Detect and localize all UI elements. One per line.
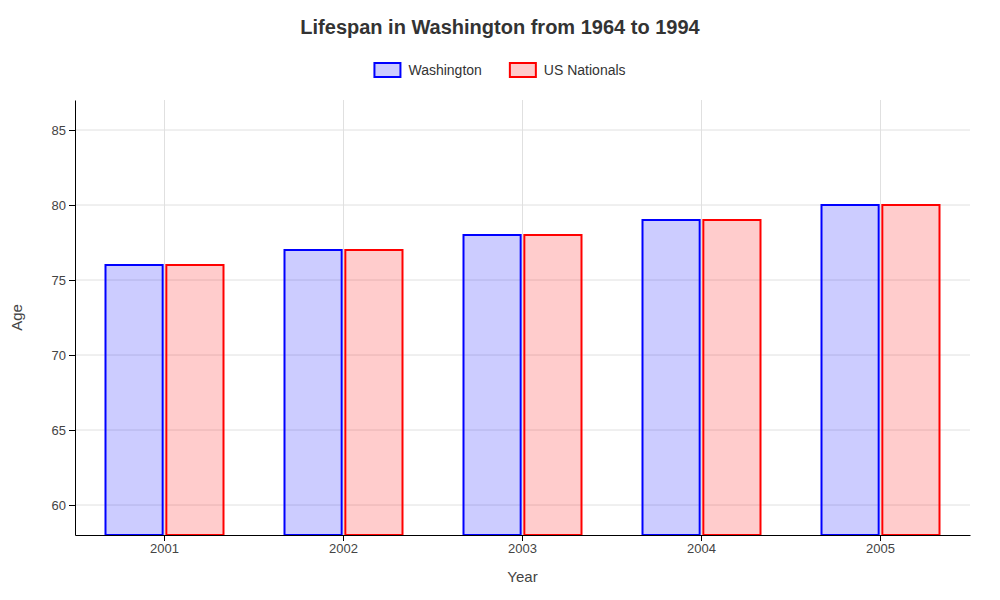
bar bbox=[284, 250, 341, 535]
bar-series bbox=[105, 205, 878, 535]
y-tick: 60 bbox=[52, 498, 75, 513]
x-tick-mark bbox=[880, 535, 881, 541]
x-axis: 2001 2002 2003 2004 2005 bbox=[76, 535, 971, 556]
y-tick-mark bbox=[69, 205, 75, 206]
x-tick-label: 2001 bbox=[150, 541, 179, 556]
y-tick-mark bbox=[69, 430, 75, 431]
x-tick-mark bbox=[164, 535, 165, 541]
chart-container: 2001 2002 2003 2004 2005 60 65 70 75 80 85 Year Age L… bbox=[0, 0, 1000, 600]
grid-line-x bbox=[701, 100, 702, 535]
grid-line-x bbox=[164, 100, 165, 535]
y-tick-label: 85 bbox=[52, 123, 66, 138]
grid bbox=[75, 100, 970, 535]
plot-area: 2001 2002 2003 2004 2005 60 65 70 75 80 85 bbox=[52, 100, 971, 556]
bar bbox=[821, 205, 878, 535]
y-tick-mark bbox=[69, 355, 75, 356]
grid-line-x bbox=[343, 100, 344, 535]
y-tick: 85 bbox=[52, 123, 75, 138]
legend: Washington US Nationals bbox=[374, 62, 625, 78]
y-tick-label: 80 bbox=[52, 198, 66, 213]
x-tick-mark bbox=[343, 535, 344, 541]
y-tick-mark bbox=[69, 505, 75, 506]
x-tick: 2004 bbox=[687, 535, 716, 556]
bar bbox=[524, 235, 581, 535]
y-axis: 60 65 70 75 80 85 bbox=[52, 101, 76, 536]
y-tick-label: 60 bbox=[52, 498, 66, 513]
bar bbox=[642, 220, 699, 535]
x-tick-label: 2003 bbox=[508, 541, 537, 556]
y-tick-label: 65 bbox=[52, 423, 66, 438]
x-tick: 2005 bbox=[866, 535, 895, 556]
y-tick: 65 bbox=[52, 423, 75, 438]
legend-label: US Nationals bbox=[544, 62, 626, 78]
bar bbox=[882, 205, 939, 535]
bar-series bbox=[166, 205, 939, 535]
x-tick-label: 2002 bbox=[329, 541, 358, 556]
bar bbox=[345, 250, 402, 535]
legend-swatch bbox=[510, 63, 536, 77]
x-tick-label: 2005 bbox=[866, 541, 895, 556]
x-tick: 2003 bbox=[508, 535, 537, 556]
grid-line-x bbox=[522, 100, 523, 535]
y-tick-mark bbox=[69, 280, 75, 281]
x-tick-mark bbox=[701, 535, 702, 541]
y-tick: 75 bbox=[52, 273, 75, 288]
y-tick-label: 75 bbox=[52, 273, 66, 288]
y-axis-line bbox=[75, 101, 76, 536]
y-tick: 70 bbox=[52, 348, 75, 363]
bar bbox=[463, 235, 520, 535]
bar bbox=[105, 265, 162, 535]
bar bbox=[166, 265, 223, 535]
x-tick: 2002 bbox=[329, 535, 358, 556]
chart-title: Lifespan in Washington from 1964 to 1994 bbox=[300, 16, 700, 38]
legend-item: Washington bbox=[374, 62, 481, 78]
bar bbox=[703, 220, 760, 535]
x-axis-title: Year bbox=[507, 568, 537, 585]
x-tick-label: 2004 bbox=[687, 541, 716, 556]
y-tick: 80 bbox=[52, 198, 75, 213]
bars bbox=[105, 205, 939, 535]
y-tick-label: 70 bbox=[52, 348, 66, 363]
legend-item: US Nationals bbox=[510, 62, 626, 78]
y-axis-title: Age bbox=[8, 304, 25, 331]
legend-swatch bbox=[374, 63, 400, 77]
chart-svg: 2001 2002 2003 2004 2005 60 65 70 75 80 85 Year Age L… bbox=[0, 0, 1000, 600]
x-tick-mark bbox=[522, 535, 523, 541]
grid-line-x bbox=[880, 100, 881, 535]
legend-label: Washington bbox=[408, 62, 481, 78]
x-tick: 2001 bbox=[150, 535, 179, 556]
y-tick-mark bbox=[69, 130, 75, 131]
